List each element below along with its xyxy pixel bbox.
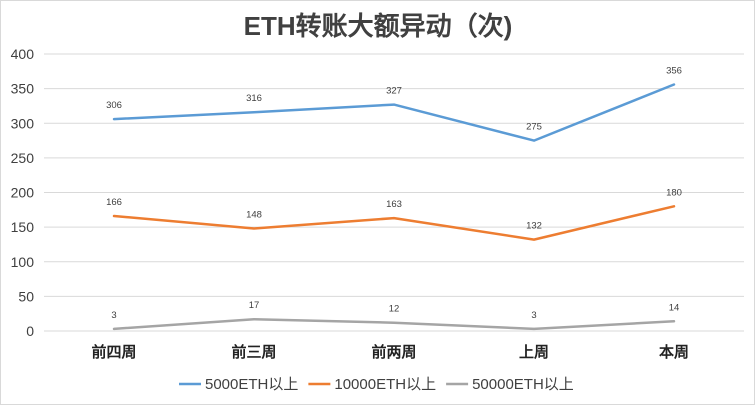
y-tick-label: 100 [11,254,35,270]
y-tick-label: 350 [11,81,35,97]
x-tick-label: 前四周 [91,343,136,361]
y-tick-label: 400 [11,46,35,62]
data-label: 327 [386,86,402,97]
legend-item-2: 50000ETH以上 [446,376,574,393]
y-tick-label: 200 [11,185,35,201]
x-tick-label: 前三周 [231,343,276,361]
legend: 5000ETH以上 10000ETH以上 50000ETH以上 [179,376,574,393]
chart-title: ETH转账大额异动（次) [244,11,513,41]
data-label: 132 [526,221,542,232]
data-label: 356 [666,65,682,76]
data-label: 166 [106,197,122,208]
series-line-0 [112,83,676,142]
y-tick-label: 300 [11,115,35,131]
series-line-1 [112,205,676,241]
data-label: 3 [531,310,536,321]
x-axis: 前四周 前三周 前两周 上周 本周 [91,343,689,361]
y-axis: 0 50 100 150 200 250 300 350 400 [11,46,35,339]
legend-label: 5000ETH以上 [205,376,298,393]
x-tick-label: 上周 [519,344,549,361]
data-label: 148 [246,210,262,221]
x-tick-label: 本周 [659,343,689,361]
y-tick-label: 0 [26,323,34,339]
legend-label: 10000ETH以上 [334,376,436,393]
data-label: 3 [111,310,116,321]
data-label: 163 [386,199,402,210]
series-lines [112,83,676,331]
data-labels: 306 316 327 275 356 166 148 163 132 180 3 17 12 3 14 [106,65,682,320]
y-tick-label: 50 [18,288,34,304]
legend-label: 50000ETH以上 [472,376,574,393]
y-tick-label: 150 [11,219,35,235]
data-label: 14 [669,302,680,313]
data-label: 275 [526,122,542,133]
data-label: 180 [666,187,682,198]
data-label: 316 [246,93,262,104]
data-label: 17 [249,300,260,311]
legend-item-0: 5000ETH以上 [179,376,298,393]
series-line-2 [112,317,676,331]
data-label: 306 [106,100,122,111]
legend-item-1: 10000ETH以上 [308,376,436,393]
data-label: 12 [389,304,400,315]
y-tick-label: 250 [11,150,35,166]
grid-lines [44,53,744,332]
x-tick-label: 前两周 [371,343,416,361]
